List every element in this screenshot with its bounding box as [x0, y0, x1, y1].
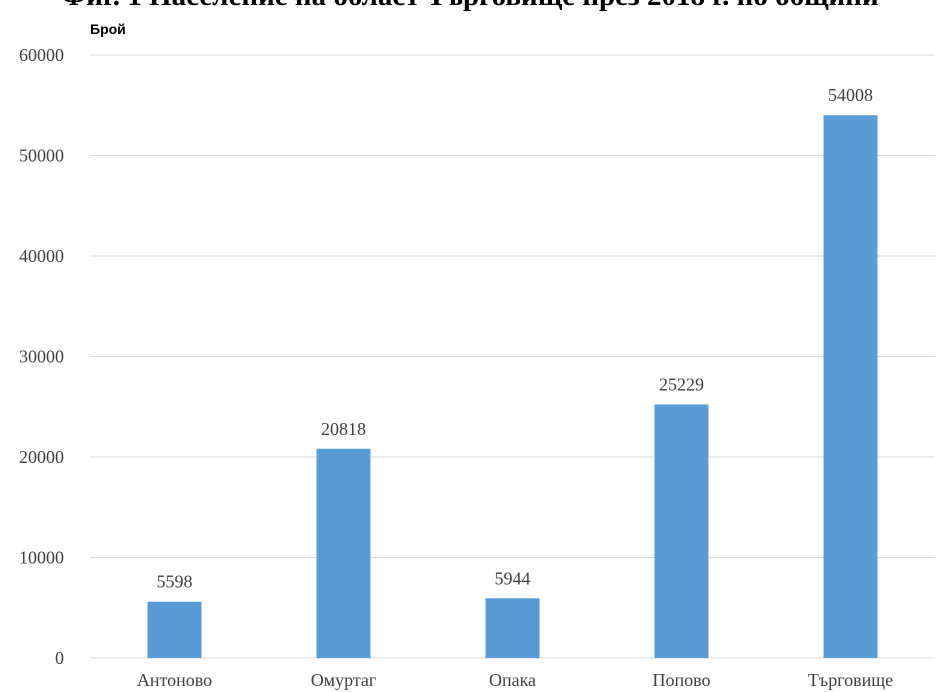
x-tick-label: Антоново	[137, 670, 212, 690]
bar	[823, 115, 878, 658]
y-tick-label: 50000	[19, 146, 64, 166]
y-axis-label: Брой	[90, 21, 126, 37]
data-label: 5944	[495, 568, 531, 588]
y-axis-ticks: 0 10000 20000 30000 40000 50000 60000	[19, 45, 64, 668]
bar	[147, 601, 202, 658]
y-tick-label: 0	[55, 648, 64, 668]
bar	[316, 448, 371, 658]
data-label: 54008	[828, 85, 873, 105]
data-label: 20818	[321, 419, 366, 439]
x-tick-label: Омуртаг	[311, 670, 377, 690]
y-tick-label: 20000	[19, 447, 64, 467]
x-tick-label: Опака	[489, 670, 536, 690]
bars	[147, 115, 878, 658]
bar	[654, 404, 709, 658]
y-tick-label: 10000	[19, 548, 64, 568]
y-tick-label: 30000	[19, 347, 64, 367]
data-labels: 5598 20818 5944 25229 54008	[157, 85, 874, 592]
x-axis-ticks: Антоново Омуртаг Опака Попово Търговище	[137, 670, 893, 690]
bar	[485, 598, 540, 658]
x-tick-label: Попово	[652, 670, 710, 690]
y-tick-label: 40000	[19, 246, 64, 266]
data-label: 25229	[659, 374, 704, 394]
data-label: 5598	[157, 572, 193, 592]
y-tick-label: 60000	[19, 45, 64, 65]
x-tick-label: Търговище	[808, 670, 893, 690]
chart-title: Фиг. 1 Население на област Търговище пре…	[0, 0, 940, 16]
